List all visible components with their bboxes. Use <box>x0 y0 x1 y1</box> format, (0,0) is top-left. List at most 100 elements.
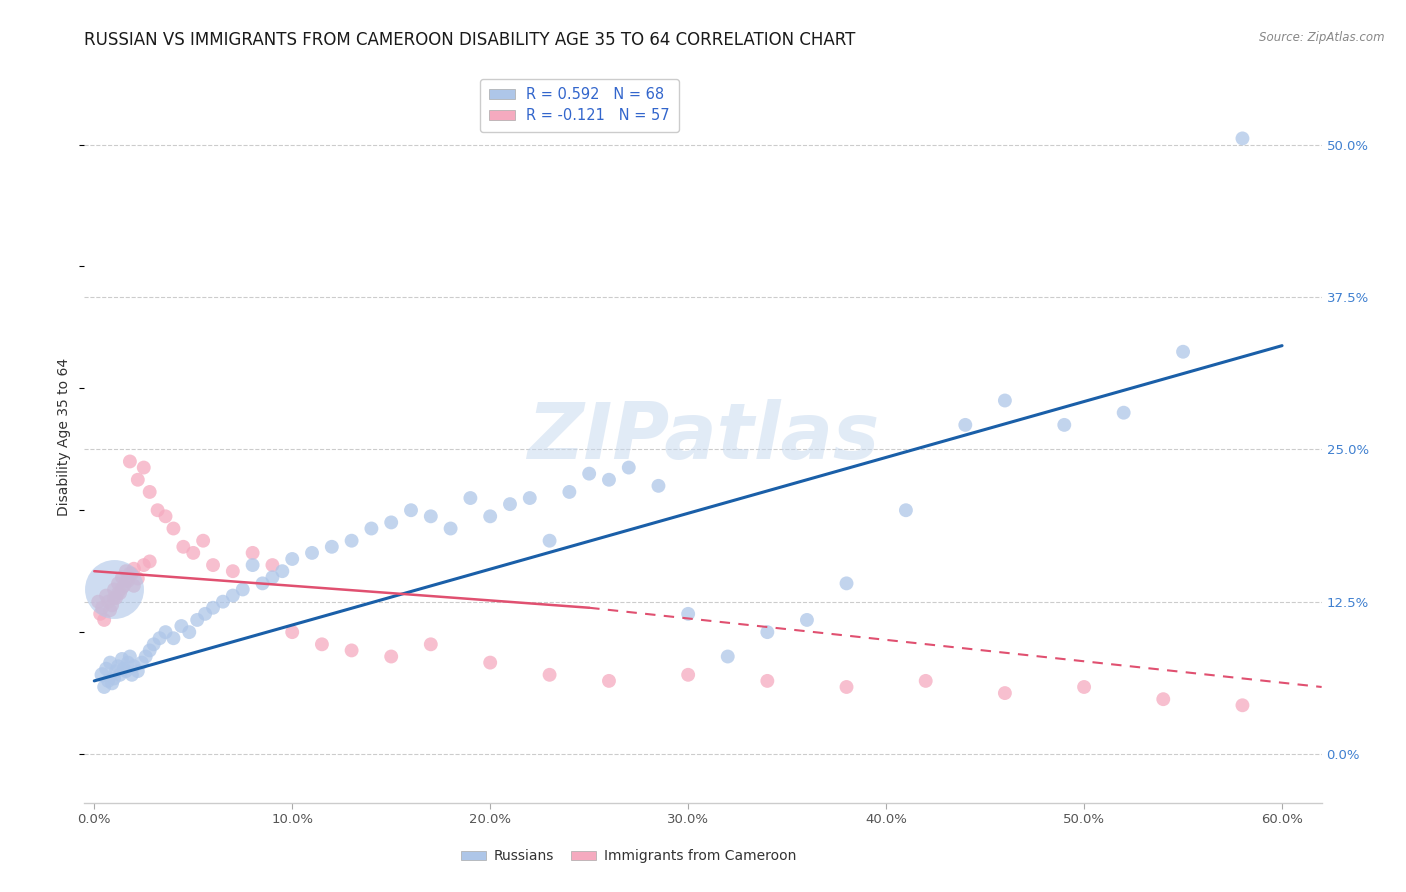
Point <box>955 417 977 432</box>
Point <box>111 581 134 595</box>
Point <box>107 586 129 600</box>
Point <box>181 546 204 560</box>
Point <box>179 625 201 640</box>
Point <box>262 558 284 573</box>
Point <box>115 664 138 678</box>
Point <box>97 594 120 608</box>
Point <box>281 625 304 640</box>
Point <box>107 659 129 673</box>
Point <box>138 554 160 568</box>
Point <box>419 637 441 651</box>
Point <box>94 662 117 676</box>
Point <box>914 673 936 688</box>
Point <box>122 659 145 673</box>
Point <box>155 625 177 640</box>
Point <box>162 521 184 535</box>
Point <box>186 613 208 627</box>
Point <box>578 467 600 481</box>
Point <box>191 533 214 548</box>
Point <box>271 564 294 578</box>
Point <box>232 582 254 597</box>
Point <box>115 574 138 588</box>
Point <box>101 676 124 690</box>
Point <box>121 667 143 681</box>
Point <box>138 485 160 500</box>
Point <box>460 491 482 505</box>
Point <box>121 566 143 581</box>
Point <box>281 552 304 566</box>
Y-axis label: Disability Age 35 to 64: Disability Age 35 to 64 <box>58 358 72 516</box>
Point <box>399 503 422 517</box>
Point <box>835 576 858 591</box>
Point <box>127 473 149 487</box>
Point <box>262 570 284 584</box>
Point <box>1073 680 1095 694</box>
Point <box>519 491 541 505</box>
Point <box>676 607 699 621</box>
Point <box>146 503 169 517</box>
Point <box>98 603 121 617</box>
Point <box>994 686 1017 700</box>
Point <box>242 546 264 560</box>
Point <box>538 533 561 548</box>
Point <box>118 649 141 664</box>
Point <box>162 632 184 646</box>
Point <box>103 582 125 597</box>
Point <box>103 672 125 686</box>
Text: Source: ZipAtlas.com: Source: ZipAtlas.com <box>1260 31 1385 45</box>
Point <box>172 540 194 554</box>
Point <box>105 664 128 678</box>
Point <box>112 662 135 676</box>
Point <box>117 656 139 670</box>
Point <box>98 656 121 670</box>
Point <box>321 540 343 554</box>
Text: RUSSIAN VS IMMIGRANTS FROM CAMEROON DISABILITY AGE 35 TO 64 CORRELATION CHART: RUSSIAN VS IMMIGRANTS FROM CAMEROON DISA… <box>84 31 856 49</box>
Point <box>1152 692 1174 706</box>
Point <box>103 582 125 597</box>
Point <box>94 589 117 603</box>
Point <box>756 625 779 640</box>
Point <box>170 619 193 633</box>
Point <box>222 564 245 578</box>
Point <box>118 566 141 581</box>
Point <box>835 680 858 694</box>
Point <box>107 576 129 591</box>
Point <box>756 673 779 688</box>
Point <box>118 454 141 468</box>
Point <box>1112 406 1135 420</box>
Point <box>131 656 153 670</box>
Point <box>138 643 160 657</box>
Point <box>796 613 818 627</box>
Point <box>598 673 620 688</box>
Point <box>419 509 441 524</box>
Point <box>132 558 155 573</box>
Point <box>111 652 134 666</box>
Point <box>1232 698 1254 713</box>
Point <box>127 572 149 586</box>
Point <box>676 667 699 681</box>
Point <box>142 637 165 651</box>
Point <box>479 656 502 670</box>
Point <box>112 579 135 593</box>
Point <box>538 667 561 681</box>
Point <box>647 479 669 493</box>
Point <box>122 562 145 576</box>
Point <box>97 673 120 688</box>
Point <box>994 393 1017 408</box>
Point <box>93 613 115 627</box>
Point <box>127 664 149 678</box>
Point <box>155 509 177 524</box>
Point <box>1232 131 1254 145</box>
Point <box>91 600 114 615</box>
Point <box>439 521 461 535</box>
Point <box>212 594 235 608</box>
Point <box>499 497 522 511</box>
Point <box>380 649 402 664</box>
Point <box>301 546 323 560</box>
Point <box>108 667 131 681</box>
Point <box>91 667 114 681</box>
Point <box>1171 344 1194 359</box>
Point <box>617 460 640 475</box>
Point <box>117 574 139 588</box>
Point <box>242 558 264 573</box>
